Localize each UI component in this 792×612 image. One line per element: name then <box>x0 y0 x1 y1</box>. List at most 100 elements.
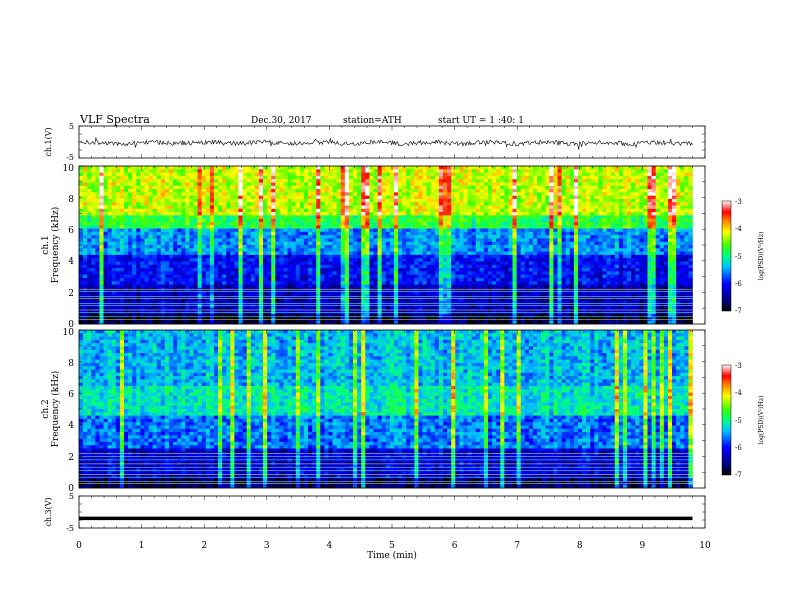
ch1-spectrogram-cell <box>471 169 477 173</box>
ch1-spectrogram-cell <box>667 238 673 243</box>
ch1-spectrogram-cell <box>173 271 178 275</box>
ch1-spectrogram-cell <box>348 268 354 272</box>
ch1-spectrogram-cell <box>91 228 96 233</box>
ch1-spectrogram-cell <box>193 248 198 252</box>
ch1-spectrogram-cell <box>234 198 239 203</box>
ch1-spectrogram-cell <box>115 179 121 183</box>
ch1-spectrogram-cell <box>418 195 423 200</box>
ch1-spectrogram-cell <box>402 212 407 216</box>
ch1-spectrogram-cell <box>168 238 174 243</box>
ch1-spectrogram-cell <box>87 179 92 183</box>
ch1-spectrogram-cell <box>430 205 436 210</box>
ch1-spectrogram-cell <box>103 192 108 196</box>
ch1-spectrogram-cell <box>238 172 243 177</box>
ch1-spectrogram-cell <box>303 261 309 266</box>
ch1-spectrogram-cell <box>406 228 411 233</box>
ch1-spectrogram-cell <box>508 264 513 269</box>
ch1-spectrogram-cell <box>430 189 436 193</box>
ch1-spectrogram-cell <box>627 182 632 187</box>
ch1-spectrogram-cell <box>148 189 153 193</box>
ch1-spectrogram-cell <box>434 268 440 272</box>
ch1-spectrogram-cell <box>402 218 407 223</box>
ch1-spectrogram-cell <box>226 185 231 190</box>
ch1-spectrogram-cell <box>492 225 497 229</box>
ch1-spectrogram-cell <box>222 192 227 196</box>
ch1-spectrogram-cell <box>500 166 505 170</box>
ch1-spectrogram-cell <box>119 205 125 210</box>
ch1-spectrogram-cell <box>475 175 481 180</box>
ch1-spectrogram-cell <box>438 198 444 203</box>
ch1-spectrogram-cell <box>156 271 162 275</box>
ch1-spectrogram-cell <box>684 228 689 233</box>
ch1-spectrogram-cell <box>201 166 207 170</box>
ch1-spectrogram-cell <box>267 264 272 269</box>
ch1-spectrogram-cell <box>602 251 607 256</box>
ch1-spectrogram-cell <box>451 228 456 233</box>
ch1-spectrogram-cell <box>447 166 452 170</box>
ch1-spectrogram-cell <box>291 218 297 223</box>
ch1-spectrogram-cell <box>87 212 92 216</box>
ch1-spectrogram-cell <box>213 235 219 239</box>
ch1-spectrogram-cell <box>631 264 636 269</box>
ch1-spectrogram-cell <box>406 258 411 262</box>
ch1-spectrogram-cell <box>381 271 387 275</box>
ch1-spectrogram-cell <box>283 221 288 226</box>
ch1-spectrogram-cell <box>639 189 644 193</box>
ch1-spectrogram-cell <box>279 166 284 170</box>
ch1-spectrogram-cell <box>577 231 583 236</box>
ch1-spectrogram-cell <box>569 166 575 170</box>
ch1-spectrogram-cell <box>528 264 534 269</box>
ch1-spectrogram-cell <box>156 208 162 213</box>
ch1-spectrogram-cell <box>512 195 517 200</box>
ch1-spectrogram-cell <box>647 254 652 259</box>
ch1-spectrogram-cell <box>676 264 681 269</box>
ch1-spectrogram-cell <box>369 248 374 252</box>
ch1-spectrogram-cell <box>279 182 284 187</box>
ch1-spectrogram-cell <box>418 231 423 236</box>
ch1-spectrogram-cell <box>471 221 477 226</box>
ch1-spectrogram-cell <box>275 179 280 183</box>
ch1-spectrogram-cell <box>577 225 583 229</box>
ch1-spectrogram-cell <box>455 205 460 210</box>
ch1-spectrogram-cell <box>622 202 628 206</box>
ch1-spectrogram-cell <box>299 195 305 200</box>
ch1-spectrogram-cell <box>455 225 460 229</box>
ch1-spectrogram-cell <box>647 195 652 200</box>
ch1-spectrogram-cell <box>520 261 526 266</box>
ch1-spectrogram-cell <box>144 205 149 210</box>
ch1-spectrogram-cell <box>500 261 505 266</box>
ch1-spectrogram-cell <box>651 208 656 213</box>
ch1-spectrogram-cell <box>177 195 182 200</box>
ch1-spectrogram-cell <box>545 254 550 259</box>
ch1-spectrogram-cell <box>434 172 440 177</box>
ch1-spectrogram-cell <box>316 182 321 187</box>
ch1-spectrogram-cell <box>107 241 113 246</box>
ch1-spectrogram-cell <box>111 208 117 213</box>
ch1-spectrogram-cell <box>447 218 452 223</box>
ch1-spectrogram-cell <box>471 185 477 190</box>
ch1-spectrogram-cell <box>524 268 530 272</box>
ch1-spectrogram-cell <box>561 189 566 193</box>
ch1-spectrogram-cell <box>676 248 681 252</box>
ch1-spectrogram-cell <box>434 221 440 226</box>
ch1-spectrogram-cell <box>377 202 382 206</box>
ch1-spectrogram-cell <box>618 268 624 272</box>
ch1-spectrogram-cell <box>79 238 84 243</box>
ch1-spectrogram-cell <box>254 189 260 193</box>
ch1-spectrogram-cell <box>451 192 456 196</box>
ch1-spectrogram-cell <box>164 274 170 279</box>
ch1-spectrogram-cell <box>299 235 305 239</box>
ch1-spectrogram-cell <box>447 225 452 229</box>
ch1-spectrogram-cell <box>91 215 96 219</box>
ch1-spectrogram-cell <box>336 251 342 256</box>
ch1-spectrogram-cell <box>418 251 423 256</box>
ch1-spectrogram-cell <box>144 172 149 177</box>
ch1-spectrogram-cell <box>332 261 337 266</box>
ch1-spectrogram-cell <box>655 195 661 200</box>
ch1-spectrogram-cell <box>132 221 137 226</box>
ch1-waveform-line <box>79 137 693 150</box>
ch1-spectrogram-cell <box>655 231 661 236</box>
ch1-spectrogram-cell <box>520 241 526 246</box>
ch1-spectrogram-cell <box>279 205 284 210</box>
ch1-spectrogram-cell <box>663 166 669 170</box>
